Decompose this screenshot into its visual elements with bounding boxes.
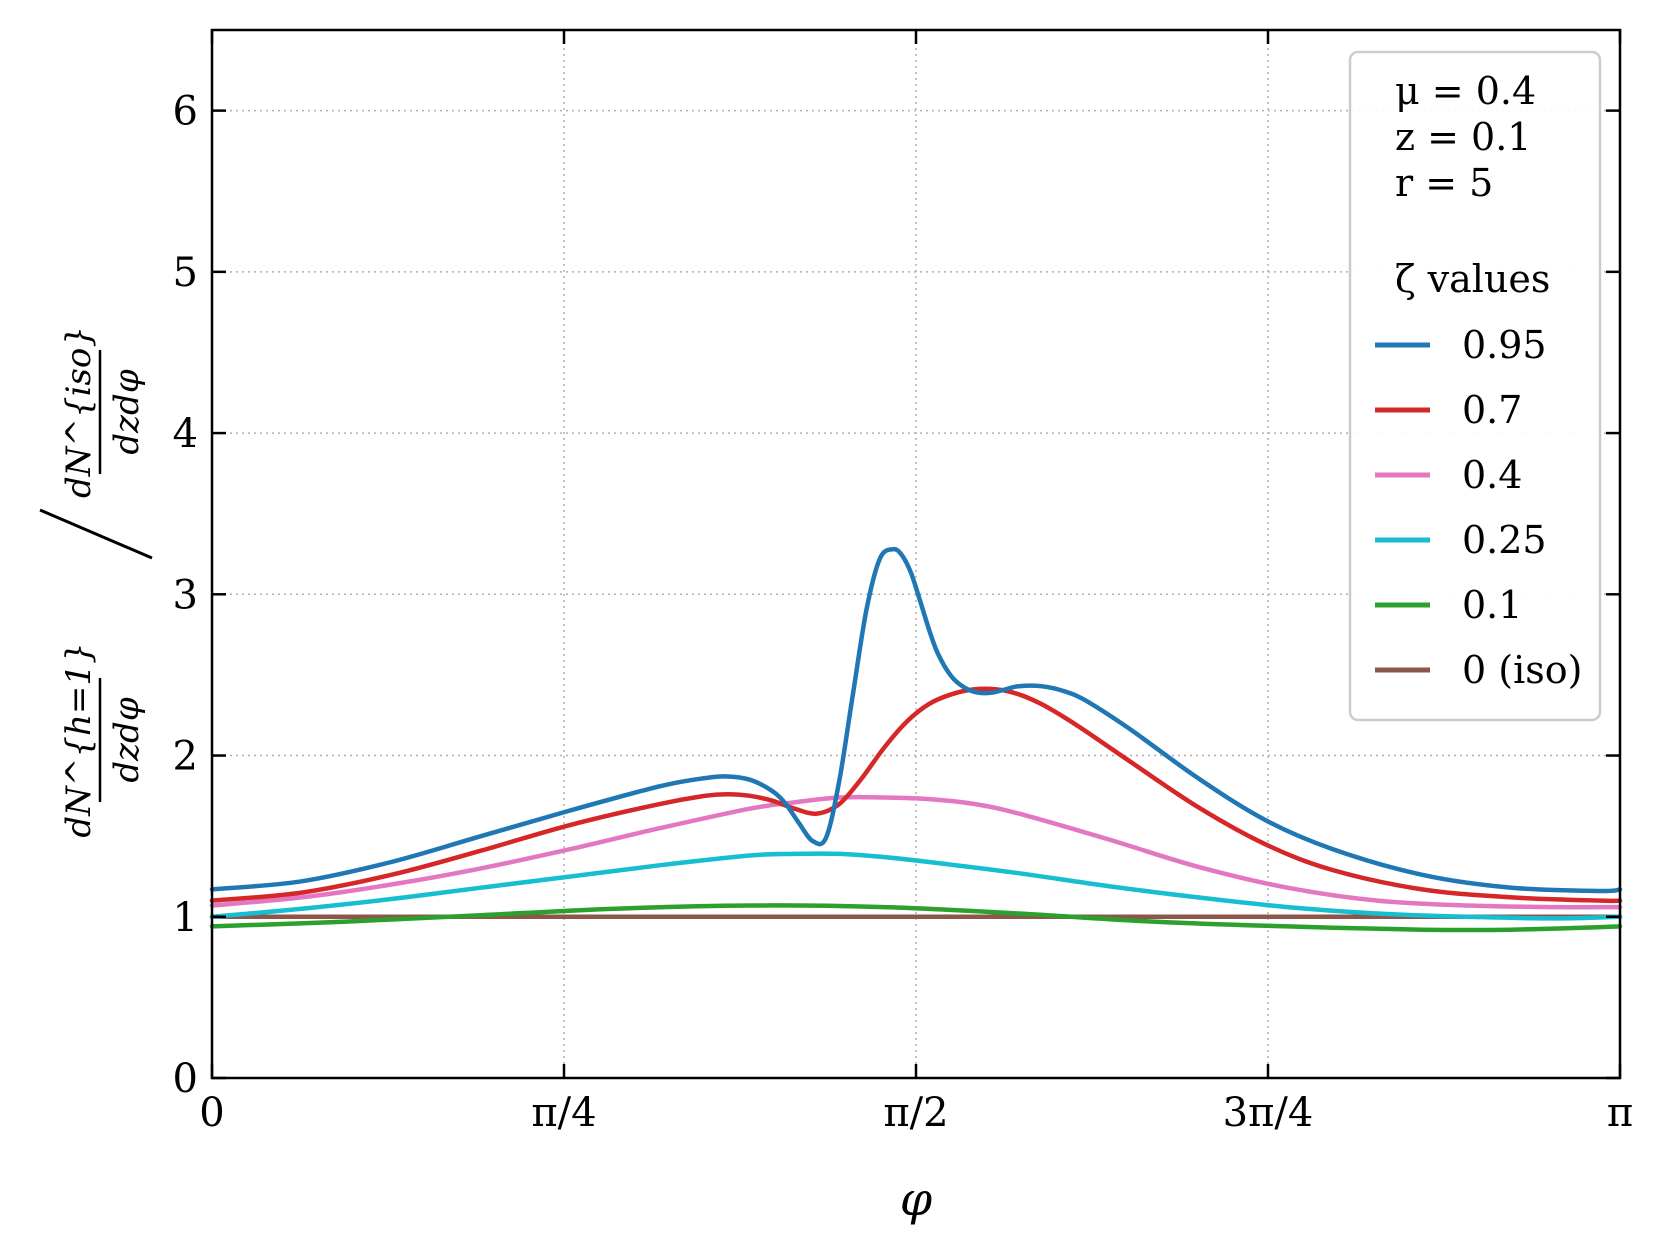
legend-entry: 0.4 [1375, 453, 1522, 497]
legend-entry: 0 (iso) [1375, 648, 1582, 692]
legend-param-r: r = 5 [1395, 161, 1493, 205]
ticks [210, 30, 1622, 1080]
legend-label: 0.95 [1462, 323, 1547, 367]
y-tick-label: 3 [173, 572, 198, 618]
series-lines [209, 546, 1623, 933]
y-label-numerator: dN^{h=1} dzdφ [59, 642, 147, 837]
legend-label: 0.25 [1462, 518, 1547, 562]
legend-box [1348, 50, 1602, 722]
legend-param-mu: μ = 0.4 [1395, 69, 1536, 113]
y-tick-label: 0 [173, 1056, 198, 1102]
x-tick-label: π/2 [883, 1090, 948, 1136]
legend-label: 0 (iso) [1462, 648, 1582, 692]
legend-entries: 0.95 0.7 0.4 0.25 0.1 0 (iso) [1375, 323, 1582, 692]
y-label-den-bottom: dzdφ [107, 369, 147, 454]
legend-param-z: z = 0.1 [1395, 115, 1531, 159]
y-label-num-top: dN^{h=1} [59, 642, 99, 837]
legend: μ = 0.4 z = 0.1 r = 5 ζ values 0.950.70.… [1348, 50, 1602, 722]
legend-title: ζ values [1395, 257, 1550, 301]
legend-label: 0.4 [1462, 453, 1522, 497]
series-line-0-4 [209, 794, 1623, 910]
x-tick-label: 3π/4 [1223, 1090, 1314, 1136]
y-label-slash [39, 508, 153, 560]
y-tick-label: 6 [173, 89, 198, 135]
legend-label: 0.1 [1462, 583, 1522, 627]
series-line-0-7 [209, 686, 1623, 904]
y-tick-label: 5 [173, 250, 198, 296]
legend-label: 0.7 [1462, 388, 1522, 432]
y-tick-label: 1 [173, 895, 198, 941]
y-axis-label: dN^{h=1} dzdφ dN^{iso} dzdφ [39, 326, 153, 838]
y-label-denominator: dN^{iso} dzdφ [59, 326, 147, 498]
x-tick-label: π [1607, 1090, 1633, 1136]
x-tick-label: 0 [199, 1090, 224, 1136]
series-line-0-25 [209, 851, 1623, 921]
legend-entry: 0.95 [1375, 323, 1547, 367]
series-line-0-1 [209, 903, 1623, 933]
legend-entry: 0.7 [1375, 388, 1522, 432]
y-label-num-bottom: dzdφ [107, 697, 147, 782]
x-tick-label: π/4 [531, 1090, 596, 1136]
tick-labels: 0 π/4 π/2 3π/4 π 0 1 2 3 4 5 6 [173, 89, 1634, 1136]
y-label-den-top: dN^{iso} [59, 326, 99, 498]
series-line-0-95 [209, 546, 1623, 894]
x-axis-label: φ [900, 1172, 933, 1226]
y-tick-label: 2 [173, 734, 198, 780]
legend-entry: 0.1 [1375, 583, 1522, 627]
legend-entry: 0.25 [1375, 518, 1547, 562]
y-tick-label: 4 [173, 411, 198, 457]
